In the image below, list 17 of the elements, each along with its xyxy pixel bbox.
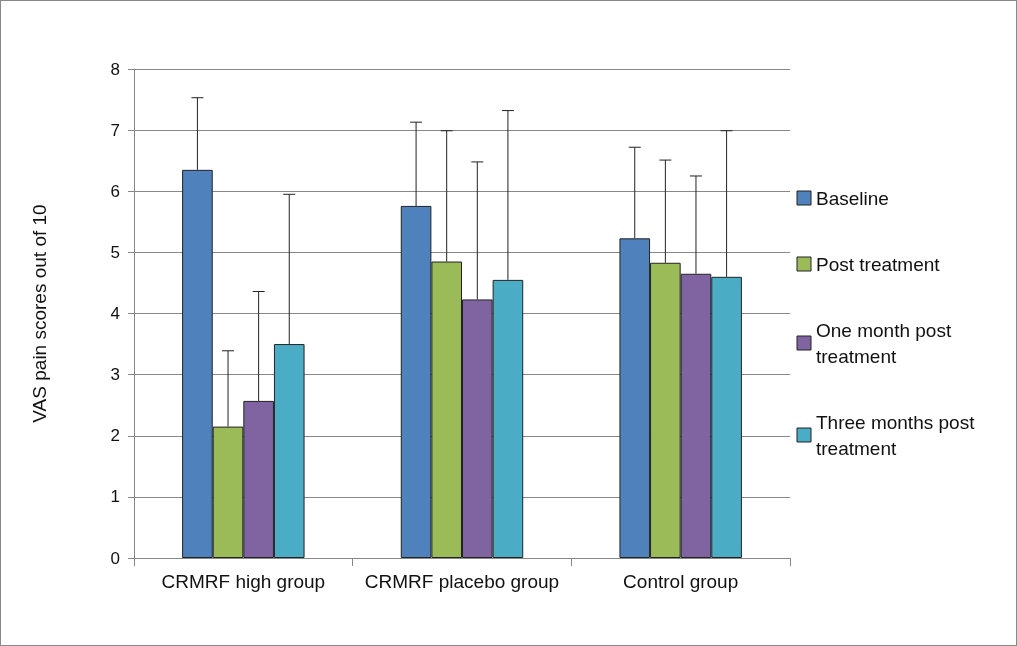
legend-label: One month post treatment: [816, 319, 957, 367]
legend-label: Baseline: [816, 187, 889, 209]
y-tick-label: 4: [110, 304, 120, 323]
y-tick-label: 0: [110, 548, 120, 568]
y-tick-label: 5: [110, 242, 120, 262]
y-axis-title: VAS pain scores out of 10: [29, 204, 50, 423]
y-tick-label: 6: [110, 181, 120, 201]
x-tick-label: Control group: [623, 571, 739, 592]
x-tick-label: CRMRF placebo group: [364, 571, 560, 592]
y-tick-label: 1: [110, 487, 120, 507]
y-tick-label: 8: [110, 59, 120, 79]
y-tick-label: 2: [110, 426, 120, 446]
x-tick-label: CRMRF high group: [161, 571, 326, 592]
legend-label: Three months post treatment: [816, 411, 980, 459]
legend-label: Post treatment: [816, 253, 941, 275]
y-tick-label: 3: [110, 365, 120, 385]
y-tick-label: 7: [110, 120, 120, 140]
